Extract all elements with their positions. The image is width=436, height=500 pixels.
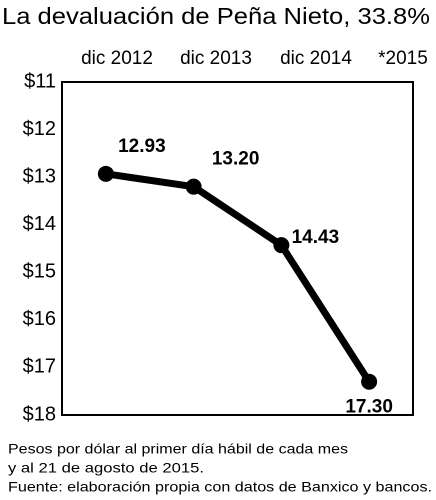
y-tick-label: $17 (23, 356, 56, 378)
y-tick-label: $13 (23, 165, 56, 187)
chart-title: La devaluación de Peña Nieto, 33.8% (2, 3, 430, 29)
note: Pesos por dólar al primer día hábil de c… (8, 441, 348, 457)
note: Fuente: elaboración propia con datos de … (8, 479, 432, 495)
y-tick-label: $18 (23, 403, 56, 425)
x-tick-label: dic 2013 (180, 48, 252, 69)
point (273, 237, 290, 254)
value-label: 17.30 (345, 397, 393, 418)
point (185, 178, 202, 195)
y-tick-label: $14 (23, 213, 56, 235)
y-tick-label: $12 (23, 118, 56, 140)
note: y al 21 de agosto de 2015. (8, 460, 204, 476)
y-tick-label: $16 (23, 308, 56, 330)
value-label: 13.20 (212, 149, 260, 170)
y-tick-label: $11 (24, 70, 56, 92)
value-label: 14.43 (292, 227, 340, 248)
value-label: 12.93 (118, 136, 166, 157)
point (361, 373, 378, 390)
y-tick-label: $15 (23, 261, 56, 283)
x-tick-label: dic 2012 (81, 48, 153, 69)
line (105, 170, 373, 384)
x-tick-label: *2015 (378, 48, 428, 69)
plot-frame (61, 81, 414, 416)
x-tick-label: dic 2014 (280, 48, 352, 69)
point (97, 165, 114, 182)
